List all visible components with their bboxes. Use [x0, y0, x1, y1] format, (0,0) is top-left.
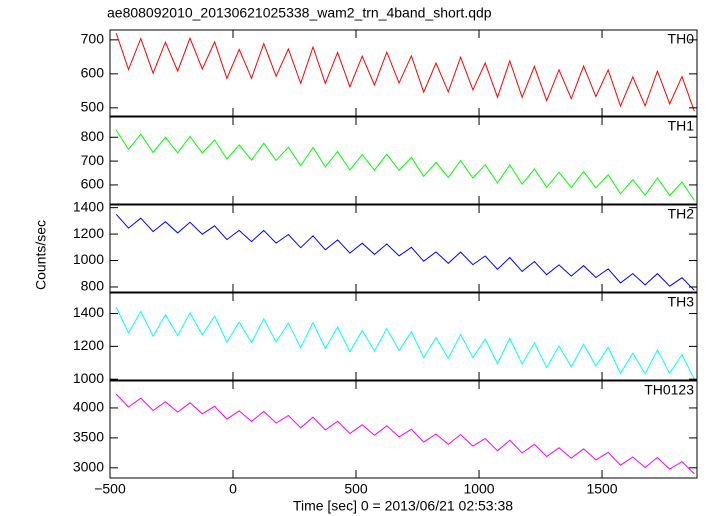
x-axis-label: Time [sec] 0 = 2013/06/21 02:53:38 — [293, 498, 513, 514]
light-curve — [115, 213, 695, 291]
light-curve — [115, 129, 695, 201]
y-tick-label: 1200 — [73, 225, 104, 241]
x-tick-label: 500 — [344, 481, 368, 497]
x-tick-label: 1000 — [463, 481, 494, 497]
y-tick-label: 1400 — [73, 304, 104, 320]
panel-label: TH0 — [668, 31, 695, 47]
panel-frame — [109, 29, 698, 117]
chart-title: ae808092010_20130621025338_wam2_trn_4ban… — [107, 5, 492, 21]
light-curve — [115, 32, 695, 112]
y-tick-label: 700 — [81, 31, 105, 47]
panel-frame — [109, 380, 698, 479]
panel-label: TH0123 — [644, 382, 694, 398]
panel-frame — [109, 292, 698, 381]
light-curve — [115, 306, 695, 380]
light-curve — [115, 393, 695, 475]
y-tick-label: 1000 — [73, 251, 104, 267]
y-tick-label: 4000 — [73, 399, 104, 415]
x-tick-label: 0 — [229, 481, 237, 497]
y-tick-label: 3500 — [73, 429, 104, 445]
y-tick-label: 700 — [81, 152, 105, 168]
panel-label: TH2 — [668, 206, 695, 222]
panel-frame — [109, 204, 698, 293]
y-tick-label: 500 — [81, 99, 105, 115]
y-tick-label: 1400 — [73, 198, 104, 214]
y-tick-label: 3000 — [73, 459, 104, 475]
y-tick-label: 600 — [81, 65, 105, 81]
panel-frame — [109, 116, 698, 205]
panel-label: TH1 — [668, 118, 695, 134]
y-axis-label: Counts/sec — [33, 220, 49, 290]
x-tick-label: −500 — [94, 481, 126, 497]
x-tick-label: 1500 — [586, 481, 617, 497]
y-tick-label: 800 — [81, 278, 105, 294]
y-tick-label: 800 — [81, 128, 105, 144]
y-tick-label: 1200 — [73, 337, 104, 353]
y-tick-label: 600 — [81, 176, 105, 192]
y-tick-label: 1000 — [73, 370, 104, 386]
panel-label: TH3 — [668, 294, 695, 310]
